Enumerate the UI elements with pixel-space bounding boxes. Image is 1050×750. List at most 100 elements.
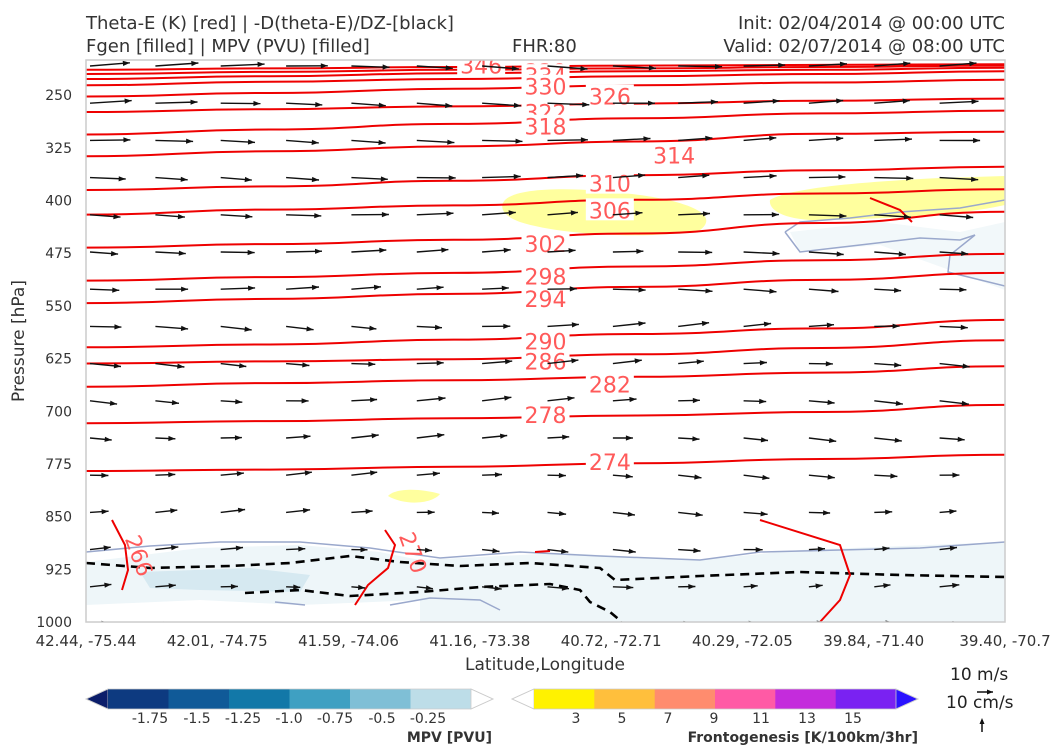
mpv-colorbar-labels: -1.75 -1.5 -1.25 -1.0 -0.75 -0.5 -0.25 [132, 711, 446, 727]
wind-vector-head [628, 548, 636, 554]
wind-vector-head [838, 174, 846, 180]
wind-vector-head [235, 399, 243, 405]
mpv-fill-regions [86, 222, 1005, 622]
wind-vector-head [494, 472, 502, 478]
wind-vector-head [836, 98, 844, 104]
wind-vector-head [949, 545, 957, 551]
wind-vector-head [693, 547, 701, 554]
wind-vector-head [825, 361, 833, 367]
wind-vector-head [638, 173, 646, 179]
wind-vector-head [237, 507, 246, 513]
wind-vector-head [903, 214, 911, 220]
wind-vector-head [504, 395, 512, 401]
wind-vector-head [110, 251, 119, 257]
wind-vector [678, 623, 690, 624]
theta-e-label-326: 326 [589, 86, 631, 111]
theta-e-label-halo [521, 329, 570, 352]
wind-vector-head [365, 508, 373, 514]
theta-e-contour-right-low [759, 519, 852, 622]
wind-vector-head [508, 210, 516, 216]
y-axis-ticks: 250 325 400 475 550 625 700 775 850 925 1000 [36, 88, 72, 631]
wind-vector-head [371, 433, 379, 439]
wind-vector-head [760, 511, 768, 517]
frontogenesis-colorbar [511, 688, 919, 710]
x-tick-label: 41.16, -73.38 [429, 632, 530, 650]
wind-vector-head [513, 174, 521, 180]
wind-vector-head [434, 324, 442, 330]
theta-e-label-302: 302 [525, 233, 567, 258]
x-tick-label: 42.44, -75.44 [36, 632, 137, 650]
mpv-outline-3 [784, 231, 976, 253]
fgen-colorbar-frame [511, 688, 919, 710]
wind-vector-head [558, 510, 567, 517]
theta-e-contour-266 [111, 519, 130, 591]
wind-vector-head [428, 623, 435, 628]
wind-vector-head [648, 100, 655, 106]
wind-vector-head [971, 99, 979, 105]
wind-vector-head [381, 212, 389, 218]
y-tick-label: 325 [45, 141, 72, 157]
y-tick-label: 625 [45, 352, 72, 368]
wind-vector-head [177, 363, 185, 369]
wind-vector-head [380, 176, 388, 182]
wind-vector-head [101, 509, 109, 515]
mpv-region-lower-mid [140, 568, 310, 592]
wind-vector-head [104, 436, 112, 442]
wind-vector-head [772, 98, 780, 104]
theta-e-contour-labels: 3463423383343303263223183143103063022982… [457, 60, 699, 476]
wind-vector-head [301, 398, 309, 404]
wind-vector-head [957, 436, 965, 442]
wind-vector-head [424, 547, 432, 553]
wind-vector-head [648, 65, 656, 71]
vector-key-vertical-arrowhead [979, 718, 985, 724]
wind-vector-head [298, 546, 306, 552]
mpv-tick-label: -1.5 [183, 711, 210, 727]
mpv-colorbar-segment [168, 689, 230, 709]
wind-vector-head [771, 212, 779, 218]
wind-vector-head [826, 322, 834, 328]
forecast-hour-label: FHR:80 [512, 36, 577, 57]
wind-vector-head [769, 288, 777, 294]
wind-vector [613, 623, 628, 624]
wind-vector-head [828, 437, 837, 443]
wind-vector-head [448, 175, 456, 181]
wind-vector-head [503, 247, 511, 253]
wind-vector-head [306, 326, 314, 332]
wind-vector-head [315, 248, 322, 254]
wind-vector-head [177, 214, 185, 220]
mpv-outline-6 [389, 597, 501, 611]
wind-vector-head [634, 358, 642, 364]
wind-vector-head [171, 545, 179, 551]
wind-vector-head [370, 397, 378, 403]
wind-vector-head [382, 64, 390, 70]
wind-vector-head [898, 251, 906, 257]
wind-vector-head [817, 546, 825, 552]
wind-vector-head [168, 583, 176, 589]
wind-vector-head [961, 250, 969, 256]
wind-vector [417, 624, 435, 626]
theta-e-contour-274 [86, 453, 1005, 472]
wind-vector-head [571, 358, 579, 364]
wind-vector-head [124, 98, 132, 104]
wind-vector-head [315, 102, 323, 108]
fgen-tick-label: 7 [664, 711, 673, 727]
wind-vector-head [495, 622, 502, 627]
y-tick-label: 475 [45, 246, 72, 262]
wind-vector-head [378, 102, 386, 108]
wind-vector-head [969, 61, 977, 67]
wind-vector-head [247, 139, 255, 145]
mpv-colorbar-title: MPV [PVU] [407, 730, 492, 746]
wind-vector-head [303, 434, 311, 440]
wind-vector-head [438, 396, 446, 402]
wind-vector-head [882, 546, 890, 552]
x-tick-label: 39.84, -71.40 [823, 632, 924, 650]
mpv-tick-label: -1.0 [275, 711, 302, 727]
wind-vector-head [638, 321, 646, 327]
wind-vector-head [236, 471, 244, 477]
wind-vector-head [170, 508, 178, 514]
wind-vector-head [247, 249, 255, 256]
mpv-outline-5 [274, 601, 306, 606]
y-tick-label: 850 [45, 510, 72, 526]
mpv-tick-label: -0.75 [317, 711, 353, 727]
